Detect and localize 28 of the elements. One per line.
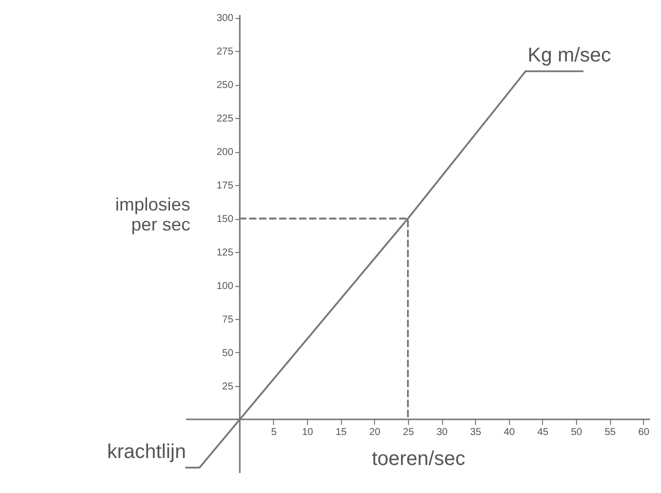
x-tick-label: 45: [537, 426, 549, 438]
x-tick-label: 5: [271, 426, 278, 438]
x-tick-label: 60: [638, 426, 650, 438]
y-tick-label: 150: [216, 214, 234, 226]
x-tick-label: 20: [369, 426, 381, 438]
y-tick-label: 100: [216, 281, 234, 292]
annotation: krachtlijn: [107, 440, 186, 463]
y-tick-label: 50: [222, 348, 234, 359]
y-axis-title: implosies per sec: [115, 194, 190, 234]
x-tick-label: 50: [570, 426, 583, 438]
y-tick-label: 125: [216, 248, 234, 259]
x-tick-label: 35: [470, 426, 482, 438]
y-tick-label: 300: [216, 13, 234, 24]
x-axis-title: toeren/sec: [372, 448, 466, 470]
x-tick-label: 10: [302, 426, 314, 438]
x-tick-label: 40: [504, 426, 516, 438]
y-tick-label: 250: [216, 80, 234, 92]
annotation: Kg m/sec: [528, 44, 611, 67]
x-tick-label: 25: [402, 426, 414, 438]
y-tick-label: 25: [222, 381, 234, 392]
x-tick-label: 15: [336, 426, 348, 438]
y-tick-label: 225: [216, 114, 234, 125]
y-tick-label: 275: [216, 46, 234, 58]
y-tick-label: 75: [222, 314, 234, 326]
x-tick-label: 55: [604, 426, 616, 438]
x-tick-label: 30: [436, 426, 448, 438]
y-tick-label: 175: [216, 180, 234, 192]
y-tick-label: 200: [216, 147, 234, 158]
